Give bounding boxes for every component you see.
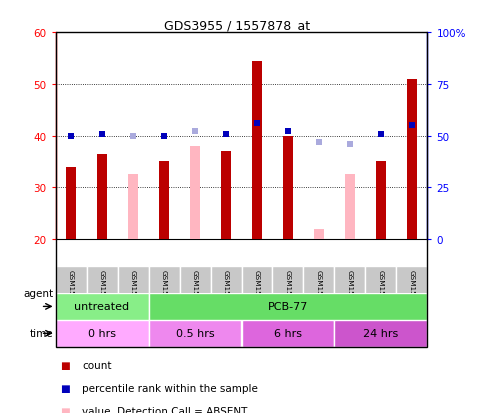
Bar xyxy=(242,266,272,320)
Bar xyxy=(190,147,200,240)
Text: agent: agent xyxy=(23,288,53,298)
Bar xyxy=(66,167,76,240)
Bar xyxy=(242,320,334,347)
Text: GSM158379: GSM158379 xyxy=(254,269,260,313)
Bar xyxy=(376,162,386,240)
Text: ■: ■ xyxy=(60,383,70,393)
Text: GSM158380: GSM158380 xyxy=(285,269,291,313)
Text: value, Detection Call = ABSENT: value, Detection Call = ABSENT xyxy=(82,406,247,413)
Text: GSM158373: GSM158373 xyxy=(68,269,74,313)
Bar xyxy=(180,266,211,320)
Text: ■: ■ xyxy=(60,361,70,370)
Bar xyxy=(407,79,417,240)
Bar xyxy=(334,266,366,320)
Text: GSM158376: GSM158376 xyxy=(161,269,167,313)
Bar xyxy=(221,152,231,240)
Text: 24 hrs: 24 hrs xyxy=(363,328,398,339)
Bar xyxy=(252,62,262,240)
Text: ■: ■ xyxy=(60,406,70,413)
Bar xyxy=(211,266,242,320)
Text: 6 hrs: 6 hrs xyxy=(274,328,302,339)
Text: time: time xyxy=(29,328,53,339)
Bar xyxy=(56,293,149,320)
Bar xyxy=(86,266,117,320)
Bar xyxy=(344,175,355,240)
Bar xyxy=(334,320,427,347)
Bar xyxy=(117,266,149,320)
Bar xyxy=(158,162,170,240)
Bar xyxy=(283,136,293,240)
Text: PCB-77: PCB-77 xyxy=(268,301,308,312)
Bar xyxy=(149,293,427,320)
Text: untreated: untreated xyxy=(74,301,129,312)
Bar xyxy=(56,320,149,347)
Text: GSM158384: GSM158384 xyxy=(409,269,415,313)
Text: 0 hrs: 0 hrs xyxy=(88,328,116,339)
Bar xyxy=(97,154,107,240)
Text: GDS3955 / 1557878_at: GDS3955 / 1557878_at xyxy=(164,19,310,31)
Text: GSM158377: GSM158377 xyxy=(192,269,198,313)
Text: count: count xyxy=(82,361,112,370)
Text: percentile rank within the sample: percentile rank within the sample xyxy=(82,383,258,393)
Text: GSM158375: GSM158375 xyxy=(130,269,136,313)
Bar xyxy=(303,266,334,320)
Text: GSM158381: GSM158381 xyxy=(316,269,322,313)
Bar xyxy=(149,320,242,347)
Bar xyxy=(366,266,397,320)
Text: GSM158374: GSM158374 xyxy=(99,269,105,313)
Bar xyxy=(149,266,180,320)
Text: GSM158383: GSM158383 xyxy=(378,269,384,313)
Text: 0.5 hrs: 0.5 hrs xyxy=(176,328,214,339)
Bar xyxy=(56,266,86,320)
Bar xyxy=(128,175,139,240)
Text: GSM158382: GSM158382 xyxy=(347,269,353,313)
Bar xyxy=(272,266,303,320)
Bar xyxy=(313,229,325,240)
Text: GSM158378: GSM158378 xyxy=(223,269,229,313)
Bar xyxy=(397,266,427,320)
